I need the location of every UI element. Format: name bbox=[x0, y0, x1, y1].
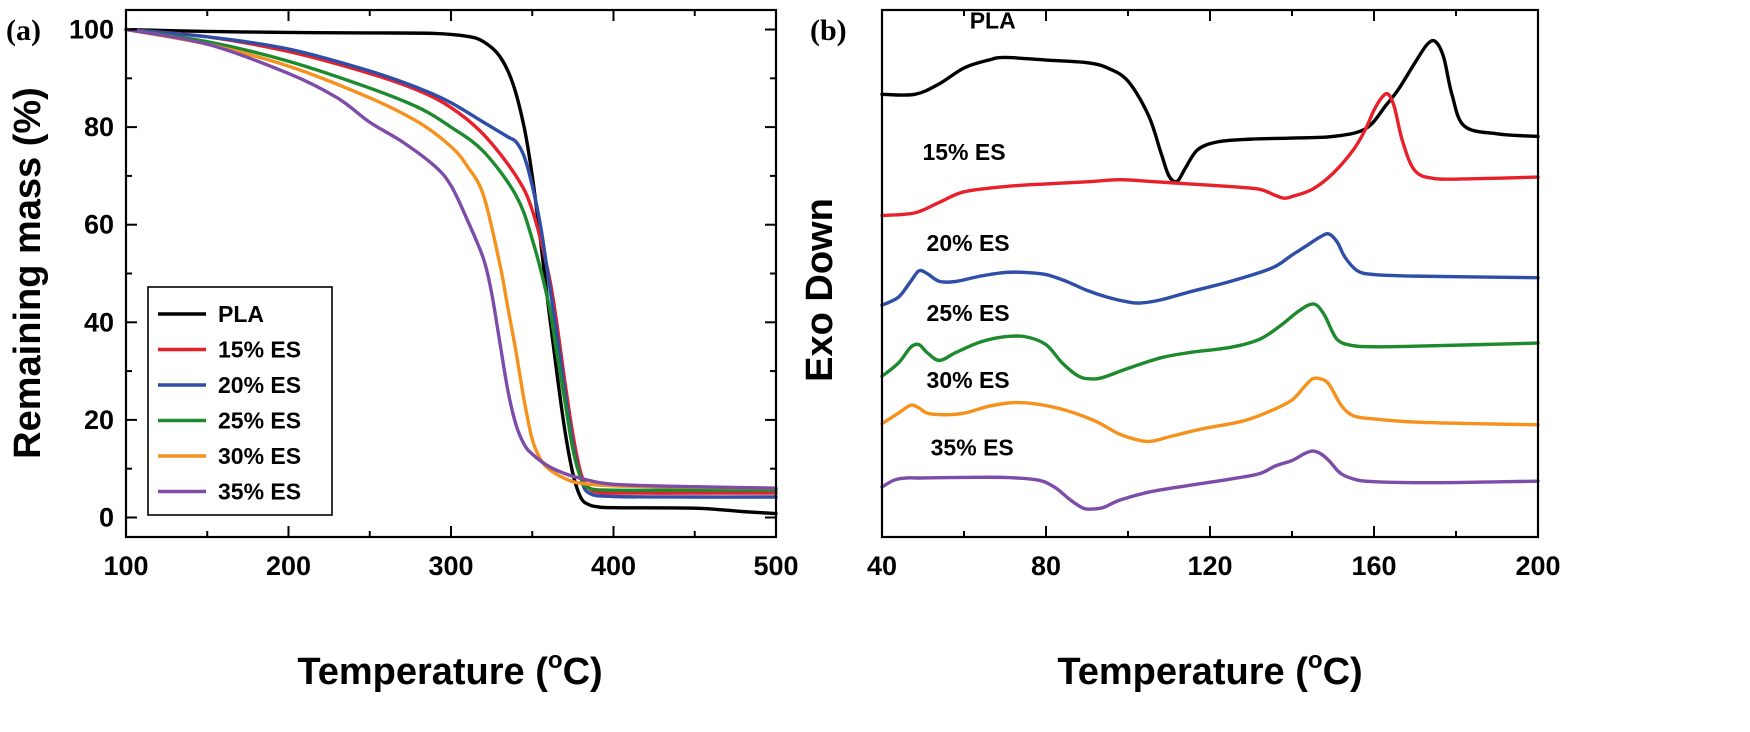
dsc-label-25-es: 25% ES bbox=[927, 300, 1010, 326]
tga-legend: PLA 15% ES 20% ES 25% ES 30% ES 35% ES bbox=[147, 286, 333, 516]
dsc-line-20-es bbox=[880, 232, 1540, 307]
dsc-line-15-es bbox=[880, 91, 1540, 218]
tga-chart: 100 200 300 400 500 0 20 40 60 80 100 Temperature… bbox=[7, 8, 799, 693]
tga-legend-box bbox=[147, 286, 333, 516]
dsc-line-30-es bbox=[880, 376, 1540, 444]
dsc-line-pla bbox=[880, 38, 1540, 184]
tga-y-tick-label: 20 bbox=[84, 405, 114, 435]
tga-x-tick-label: 500 bbox=[753, 551, 798, 581]
tga-x-axis: 100 200 300 400 500 bbox=[103, 10, 799, 581]
dsc-line-25-es bbox=[880, 302, 1540, 381]
dsc-x-tick-label: 160 bbox=[1351, 551, 1396, 581]
dsc-label-pla: PLA bbox=[970, 7, 1016, 33]
dsc-label-35-es: 35% ES bbox=[931, 434, 1014, 460]
dsc-x-tick-label: 80 bbox=[1031, 551, 1061, 581]
tga-x-tick-label: 300 bbox=[428, 551, 473, 581]
panel-a-letter: (a) bbox=[6, 14, 41, 47]
tga-y-axis-title: Remaining mass (%) bbox=[7, 87, 49, 459]
tga-x-axis-title: Temperature (oC) bbox=[297, 647, 602, 693]
tga-legend-label-15-es: 15% ES bbox=[218, 337, 301, 363]
dsc-label-15-es: 15% ES bbox=[922, 139, 1005, 165]
dsc-series-group bbox=[880, 38, 1540, 511]
tga-series-group bbox=[124, 27, 778, 516]
panel-b-letter: (b) bbox=[810, 14, 847, 47]
tga-line-25-es bbox=[124, 27, 778, 493]
tga-legend-items: PLA 15% ES 20% ES 25% ES 30% ES 35% ES bbox=[158, 301, 301, 505]
tga-legend-label-pla: PLA bbox=[218, 301, 264, 327]
tga-y-axis: 0 20 40 60 80 100 bbox=[69, 15, 776, 532]
dsc-chart: PLA 15% ES 20% ES 25% ES 30% ES 35% ES 40 80 12… bbox=[799, 7, 1561, 693]
dsc-y-axis-title: Exo Down bbox=[799, 198, 841, 382]
tga-line-30-es bbox=[124, 27, 778, 490]
dsc-x-axis-title: Temperature (oC) bbox=[1057, 647, 1362, 693]
tga-y-tick-label: 40 bbox=[84, 307, 114, 337]
tga-legend-label-25-es: 25% ES bbox=[218, 408, 301, 434]
tga-y-tick-label: 80 bbox=[84, 112, 114, 142]
tga-legend-label-35-es: 35% ES bbox=[218, 479, 301, 505]
tga-legend-label-30-es: 30% ES bbox=[218, 443, 301, 469]
tga-y-tick-label: 0 bbox=[99, 502, 114, 532]
dsc-x-tick-label: 120 bbox=[1187, 551, 1232, 581]
dsc-x-tick-label: 200 bbox=[1515, 551, 1560, 581]
tga-x-tick-label: 100 bbox=[103, 551, 148, 581]
tga-line-20-es bbox=[124, 27, 778, 499]
tga-y-tick-label: 60 bbox=[84, 210, 114, 240]
dsc-x-tick-label: 40 bbox=[867, 551, 897, 581]
dsc-label-20-es: 20% ES bbox=[927, 230, 1010, 256]
tga-y-tick-label: 100 bbox=[69, 15, 114, 45]
dsc-x-axis: 40 80 120 160 200 bbox=[867, 10, 1561, 581]
dsc-label-30-es: 30% ES bbox=[927, 367, 1010, 393]
tga-x-tick-label: 200 bbox=[266, 551, 311, 581]
tga-x-tick-label: 400 bbox=[591, 551, 636, 581]
dsc-curve-labels: PLA 15% ES 20% ES 25% ES 30% ES 35% ES bbox=[922, 7, 1015, 460]
tga-legend-label-20-es: 20% ES bbox=[218, 372, 301, 398]
dsc-line-35-es bbox=[880, 449, 1540, 511]
tga-line-35-es bbox=[124, 27, 778, 490]
